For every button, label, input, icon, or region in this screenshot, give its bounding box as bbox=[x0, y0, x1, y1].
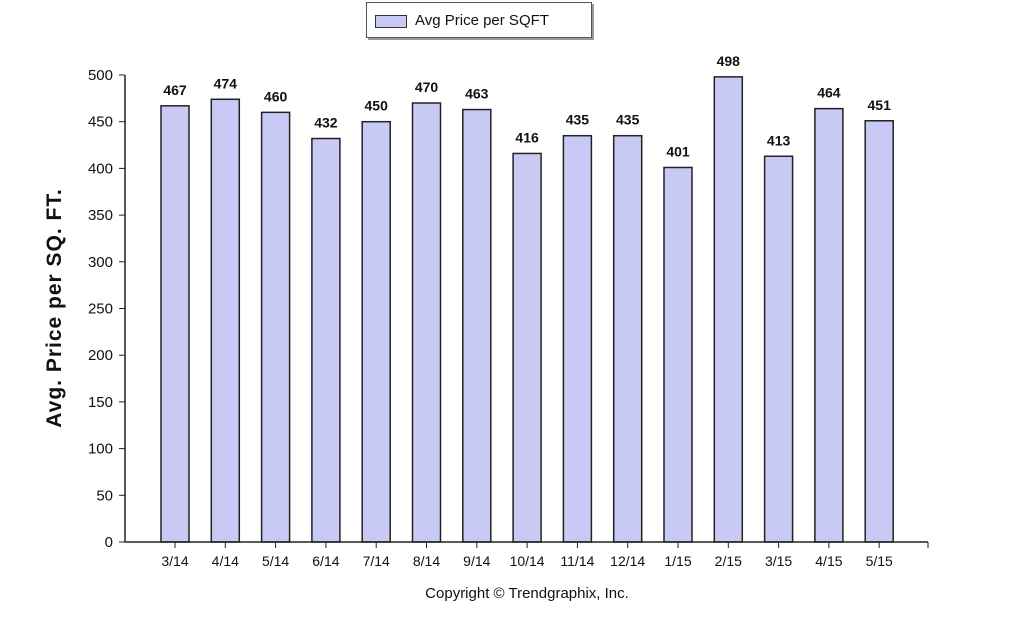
x-tick-label-4/15: 4/15 bbox=[815, 553, 842, 569]
data-label-3/15: 413 bbox=[767, 132, 791, 148]
y-tick-label-500: 500 bbox=[88, 67, 113, 84]
x-tick-label-12/14: 12/14 bbox=[610, 553, 645, 569]
bar-3/15 bbox=[763, 155, 794, 543]
data-label-5/14: 460 bbox=[264, 88, 288, 104]
labels-layer: 467 3/14 474 4/14 460 5/14 432 6/14 450 7/14 470 8/… bbox=[88, 53, 893, 569]
x-tick-label-3/14: 3/14 bbox=[161, 553, 188, 569]
x-tick-label-4/14: 4/14 bbox=[212, 553, 239, 569]
x-tick-label-5/14: 5/14 bbox=[262, 553, 289, 569]
y-tick-label-450: 450 bbox=[88, 114, 113, 131]
data-label-6/14: 432 bbox=[314, 115, 338, 131]
data-label-5/15: 451 bbox=[868, 97, 892, 113]
data-label-8/14: 470 bbox=[415, 79, 439, 95]
data-label-4/15: 464 bbox=[817, 85, 841, 101]
y-tick-label-200: 200 bbox=[88, 347, 113, 364]
x-tick-label-10/14: 10/14 bbox=[510, 553, 545, 569]
data-label-1/15: 401 bbox=[666, 143, 690, 159]
x-tick-label-2/15: 2/15 bbox=[715, 553, 742, 569]
data-label-11/14: 435 bbox=[566, 112, 590, 128]
bar-1/15 bbox=[663, 166, 693, 543]
x-tick-label-7/14: 7/14 bbox=[363, 553, 390, 569]
bar-4/14 bbox=[210, 98, 241, 543]
x-tick-label-11/14: 11/14 bbox=[560, 553, 594, 569]
bar-11/14 bbox=[562, 134, 593, 543]
y-tick-label-0: 0 bbox=[105, 534, 113, 551]
y-tick-label-150: 150 bbox=[88, 394, 113, 411]
y-tick-label-400: 400 bbox=[88, 160, 113, 177]
bar-2/15 bbox=[713, 76, 744, 543]
bar-3/14 bbox=[160, 105, 190, 543]
x-tick-label-9/14: 9/14 bbox=[463, 553, 490, 569]
x-tick-label-1/15: 1/15 bbox=[664, 553, 691, 569]
data-label-12/14: 435 bbox=[616, 112, 640, 128]
legend: Avg Price per SQFT bbox=[366, 2, 592, 38]
data-label-9/14: 463 bbox=[465, 86, 489, 102]
legend-swatch bbox=[375, 15, 407, 28]
axes-layer bbox=[119, 74, 929, 548]
bar-4/15 bbox=[814, 107, 844, 543]
y-tick-label-350: 350 bbox=[88, 207, 113, 224]
y-axis-label: Avg. Price per SQ. FT. bbox=[43, 188, 66, 428]
data-label-7/14: 450 bbox=[365, 98, 389, 114]
bar-7/14 bbox=[361, 120, 391, 543]
y-tick-label-100: 100 bbox=[88, 441, 113, 458]
bar-10/14 bbox=[512, 152, 542, 543]
data-label-4/14: 474 bbox=[214, 75, 238, 91]
data-label-3/14: 467 bbox=[163, 82, 187, 98]
x-tick-label-5/15: 5/15 bbox=[866, 553, 893, 569]
data-label-10/14: 416 bbox=[515, 129, 539, 145]
y-tick-label-50: 50 bbox=[96, 487, 113, 504]
bar-9/14 bbox=[462, 108, 492, 543]
bar-8/14 bbox=[411, 102, 442, 543]
legend-label: Avg Price per SQFT bbox=[415, 12, 549, 29]
bar-5/14 bbox=[260, 111, 291, 543]
x-tick-label-8/14: 8/14 bbox=[413, 553, 440, 569]
y-tick-label-250: 250 bbox=[88, 301, 113, 318]
y-tick-label-300: 300 bbox=[88, 254, 113, 271]
data-label-2/15: 498 bbox=[717, 53, 741, 69]
bars-layer bbox=[160, 76, 894, 543]
bar-6/14 bbox=[311, 137, 341, 543]
x-tick-label-3/15: 3/15 bbox=[765, 553, 792, 569]
bar-5/15 bbox=[864, 120, 894, 543]
copyright-text: Copyright © Trendgraphix, Inc. bbox=[425, 585, 629, 602]
bar-12/14 bbox=[612, 134, 643, 543]
x-tick-label-6/14: 6/14 bbox=[312, 553, 339, 569]
